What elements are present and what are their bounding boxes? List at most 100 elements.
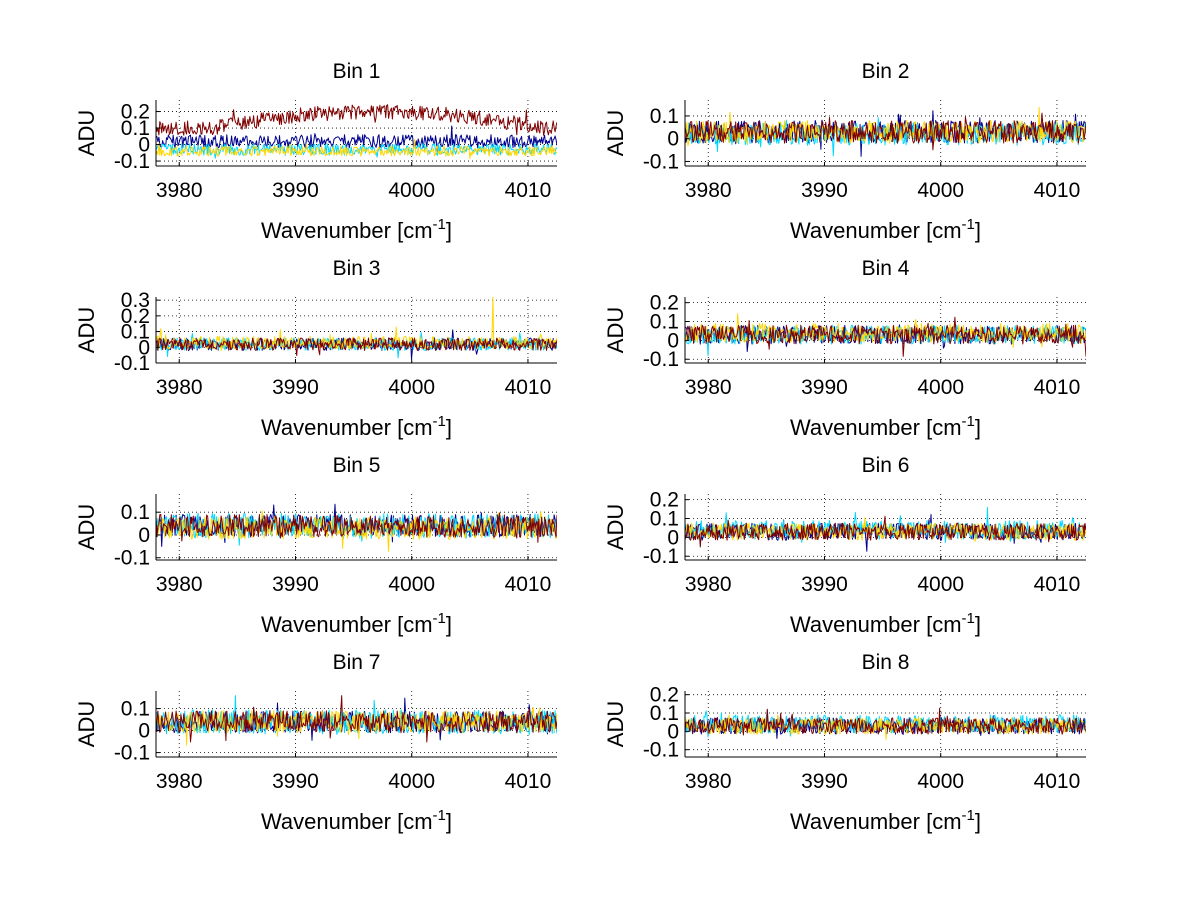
panel-bin-7: Bin 7 3980 3990 4000 4010 -0.100.1 ADU Wavenumb… [74, 651, 557, 834]
x-tick-label: 3980 [685, 179, 732, 202]
x-tick-label: 3990 [272, 376, 319, 399]
panel-bin-6: Bin 6 3980 3990 4000 4010 -0.100.10.2 ADU Waven… [603, 454, 1086, 637]
y-tick-label: 0.2 [650, 292, 679, 315]
x-tick-label: 4000 [917, 179, 964, 202]
series-line-3 [156, 139, 557, 159]
y-tick-label: -0.1 [643, 348, 679, 371]
y-tick-label: 0.1 [650, 508, 679, 531]
x-axis-label-exponent: -1 [433, 610, 446, 627]
x-tick-label: 3980 [156, 573, 203, 596]
x-axis-label-close: ] [446, 415, 452, 440]
x-tick-label: 3990 [272, 179, 319, 202]
y-axis-label: ADU [74, 307, 99, 353]
panel-title: Bin 8 [862, 651, 910, 674]
x-axis-label-main: Wavenumber [cm [261, 809, 433, 834]
series-line-1 [156, 125, 557, 153]
y-tick-label: 0.2 [650, 489, 679, 512]
panel-bin-8: Bin 8 3980 3990 4000 4010 -0.100.10.2 ADU Waven… [603, 651, 1086, 834]
y-tick-label: 0.1 [121, 117, 150, 140]
series-line-3 [685, 714, 1086, 740]
x-axis-label-exponent: -1 [433, 807, 446, 824]
series-line-4 [685, 707, 1086, 736]
x-axis-label: Wavenumber [cm-1] [261, 413, 452, 440]
x-axis-label-exponent: -1 [962, 610, 975, 627]
y-tick-label: 0.1 [121, 698, 150, 721]
x-tick-label: 4000 [917, 770, 964, 793]
x-axis-label-close: ] [446, 218, 452, 243]
series-line-4 [156, 337, 557, 356]
x-tick-label: 3990 [272, 770, 319, 793]
x-axis-label: Wavenumber [cm-1] [261, 610, 452, 637]
x-axis-label-exponent: -1 [962, 216, 975, 233]
x-axis-label-exponent: -1 [433, 413, 446, 430]
x-axis-label-exponent: -1 [962, 413, 975, 430]
x-axis-label: Wavenumber [cm-1] [790, 807, 981, 834]
x-tick-label: 4000 [388, 376, 435, 399]
y-tick-label: 0 [138, 336, 150, 359]
x-axis-label-main: Wavenumber [cm [261, 415, 433, 440]
x-axis-label-main: Wavenumber [cm [790, 612, 962, 637]
y-tick-label: 0 [138, 720, 150, 743]
panel-title: Bin 1 [333, 60, 381, 83]
x-axis-label: Wavenumber [cm-1] [261, 807, 452, 834]
x-tick-label: 4010 [1034, 770, 1081, 793]
y-axis-label: ADU [603, 307, 628, 353]
panel-title: Bin 4 [862, 257, 910, 280]
x-tick-label: 3980 [156, 376, 203, 399]
y-tick-label: 0.2 [121, 305, 150, 328]
x-axis-label-main: Wavenumber [cm [261, 612, 433, 637]
x-tick-label: 3990 [801, 179, 848, 202]
y-axis-label: ADU [74, 701, 99, 747]
y-tick-label: 0.2 [121, 101, 150, 124]
y-tick-label: 0.1 [121, 501, 150, 524]
x-axis-label-close: ] [975, 218, 981, 243]
series-line-4 [156, 512, 557, 543]
series-line-4 [156, 104, 557, 136]
y-tick-label: -0.1 [114, 547, 150, 570]
x-tick-label: 4010 [1034, 573, 1081, 596]
x-axis-label-close: ] [975, 415, 981, 440]
y-tick-label: 0 [138, 134, 150, 157]
y-axis-label: ADU [74, 504, 99, 550]
x-axis-label-main: Wavenumber [cm [790, 415, 962, 440]
x-tick-label: 3990 [801, 376, 848, 399]
x-tick-label: 4000 [388, 770, 435, 793]
x-tick-label: 4010 [1034, 376, 1081, 399]
y-axis-label: ADU [603, 504, 628, 550]
x-axis-label-main: Wavenumber [cm [790, 218, 962, 243]
x-axis-label-exponent: -1 [962, 807, 975, 824]
x-axis-label-main: Wavenumber [cm [261, 218, 433, 243]
y-axis-label: ADU [74, 110, 99, 156]
x-axis-label-main: Wavenumber [cm [790, 809, 962, 834]
x-axis-label: Wavenumber [cm-1] [790, 413, 981, 440]
x-tick-label: 3980 [156, 770, 203, 793]
x-tick-label: 3990 [272, 573, 319, 596]
y-tick-label: 0 [667, 329, 679, 352]
y-axis-label: ADU [603, 701, 628, 747]
series-line-4 [685, 515, 1086, 548]
y-tick-label: -0.1 [114, 150, 150, 173]
y-tick-label: 0.1 [650, 311, 679, 334]
x-tick-label: 3990 [801, 770, 848, 793]
x-tick-label: 4000 [917, 376, 964, 399]
x-axis-label: Wavenumber [cm-1] [790, 216, 981, 243]
y-tick-label: 0.3 [121, 289, 150, 312]
series-line-4 [685, 316, 1086, 357]
x-tick-label: 4010 [505, 179, 552, 202]
x-tick-label: 3980 [685, 770, 732, 793]
y-tick-label: -0.1 [114, 352, 150, 375]
x-tick-label: 4010 [505, 376, 552, 399]
x-axis-label-close: ] [975, 612, 981, 637]
panel-bin-3: Bin 3 3980 3990 4000 4010 -0.100.10.20.3 ADU Wa… [74, 257, 557, 440]
y-tick-label: 0 [138, 524, 150, 547]
series-line-4 [156, 695, 557, 743]
panel-bin-1: Bin 1 3980 3990 4000 4010 -0.100.10.2 ADU Waven… [74, 60, 557, 243]
panel-title: Bin 3 [333, 257, 381, 280]
y-tick-label: -0.1 [643, 545, 679, 568]
x-tick-label: 4010 [1034, 179, 1081, 202]
y-tick-label: 0 [667, 128, 679, 151]
y-tick-label: 0 [667, 720, 679, 743]
y-tick-label: -0.1 [643, 150, 679, 173]
y-tick-label: -0.1 [643, 739, 679, 762]
